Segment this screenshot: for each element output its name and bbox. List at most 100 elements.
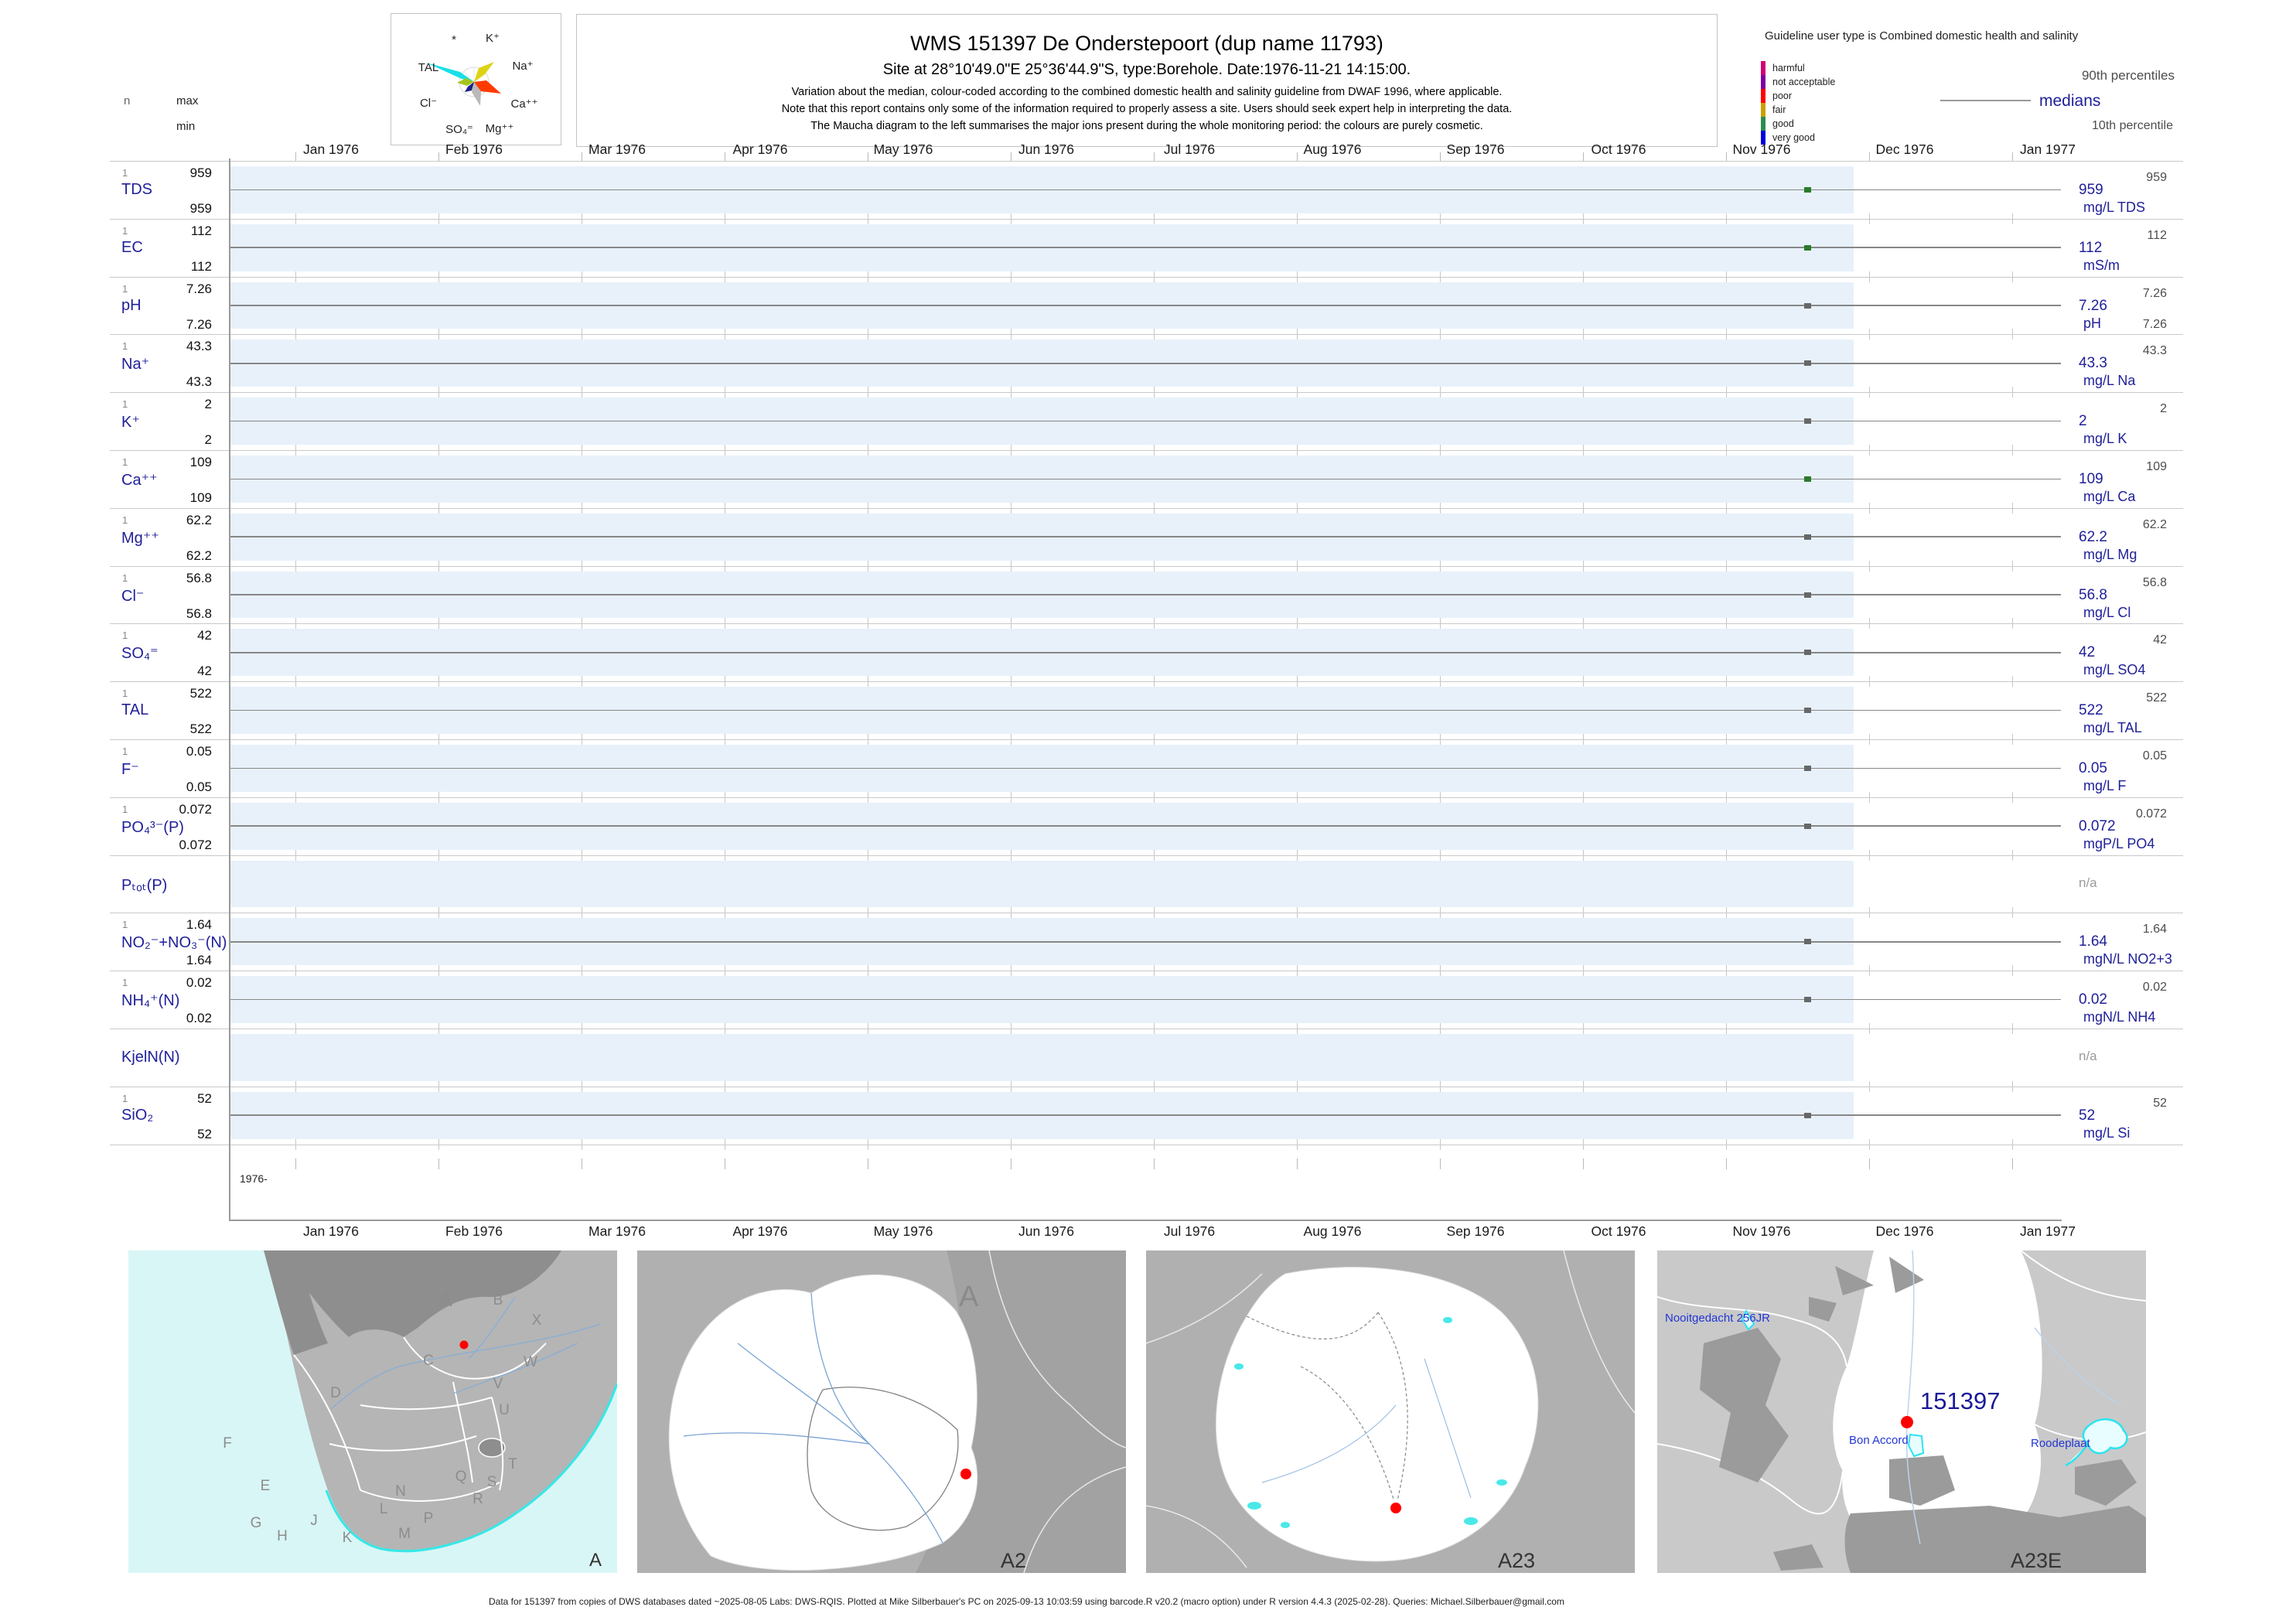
sample-marker-gray <box>1803 418 1811 425</box>
map1-region-letter-X: X <box>532 1312 542 1329</box>
sample-marker-gray <box>1803 360 1811 367</box>
median-line <box>230 363 2061 364</box>
maucha-label-mg: Mg⁺⁺ <box>486 122 514 135</box>
row-median-value: 112 <box>2079 239 2103 256</box>
row-n-count: 1 <box>122 803 128 815</box>
median-line <box>230 420 2061 422</box>
map1-region-letter-N: N <box>395 1483 406 1499</box>
month-label-bottom: Feb 1976 <box>445 1223 503 1239</box>
parameter-name: SO₄⁼ <box>121 645 159 663</box>
month-tick-top <box>1869 152 1870 161</box>
row-unit-label: mg/L TAL <box>2083 720 2142 736</box>
sample-marker-gray <box>1803 592 1811 598</box>
row-n-count: 1 <box>122 1092 128 1104</box>
median-line <box>230 652 2061 653</box>
map1-neighbour-countries <box>264 1250 561 1337</box>
month-tick-bottom <box>1869 1158 1870 1169</box>
parameter-name: TAL <box>121 701 149 719</box>
row-n-count: 1 <box>122 340 128 353</box>
month-label-bottom: Sep 1976 <box>1446 1223 1505 1239</box>
stats-header-n: n <box>124 94 131 107</box>
guideline-category-label: harmful <box>1772 63 1805 73</box>
sample-marker-green <box>1803 186 1811 193</box>
median-line <box>230 305 2061 306</box>
p90-label: 90th percentiles <box>2081 68 2175 83</box>
page-subtitle: Site at 28°10'49.0"E 25°36'44.9"S, type:… <box>882 61 1411 78</box>
row-median-value: 0.05 <box>2079 760 2107 776</box>
month-tick-top <box>1726 152 1727 161</box>
row-n-count: 1 <box>122 571 128 584</box>
row-n-count: 1 <box>122 629 128 642</box>
maucha-label-na: Na⁺ <box>512 60 533 73</box>
month-tick-bottom <box>438 1158 439 1169</box>
row-separator <box>110 161 2183 162</box>
row-p90-value: 522 <box>2146 691 2167 705</box>
row-separator <box>110 276 2183 278</box>
row-unit-label: mgN/L NH4 <box>2083 1009 2156 1025</box>
month-label-top: Jun 1976 <box>1018 142 1074 157</box>
row-median-value: 2 <box>2079 413 2087 430</box>
row-max-value: 56.8 <box>186 570 212 585</box>
guideline-category-label: good <box>1772 118 1794 129</box>
map1-region-borders <box>293 1336 547 1502</box>
row-max-value: 959 <box>189 165 212 180</box>
month-label-top: Aug 1976 <box>1303 142 1362 157</box>
row-p90-value: 1.64 <box>2142 923 2167 937</box>
parameter-name: NH₄⁺(N) <box>121 992 180 1010</box>
row-p90-value: 56.8 <box>2142 575 2167 589</box>
parameter-name: Na⁺ <box>121 356 150 374</box>
map4-place-nooitgedacht: Nooitgedacht 256JR <box>1665 1312 1770 1325</box>
row-median-value: 52 <box>2079 1107 2096 1124</box>
row-max-value: 43.3 <box>186 339 212 354</box>
month-label-top: Jul 1976 <box>1163 142 1216 157</box>
medians-line <box>1940 100 2031 101</box>
guideline-swatch-harmful <box>1761 61 1765 75</box>
map4-catchment <box>1833 1250 2042 1557</box>
plot-left-axis-line <box>229 159 230 1220</box>
row-p90-value: 109 <box>2146 460 2167 473</box>
map4-farm-borders <box>1657 1250 2146 1515</box>
map1-region-letter-U: U <box>499 1402 510 1418</box>
map3-site-dot <box>1390 1503 1401 1513</box>
row-min-value: 43.3 <box>186 374 212 390</box>
map2-corner-label: A2 <box>1001 1549 1026 1572</box>
map4-site-dot <box>1901 1416 1913 1428</box>
map1-region-letter-M: M <box>398 1526 411 1542</box>
row-separator <box>110 392 2183 394</box>
sample-marker-gray <box>1803 997 1811 1003</box>
row-n-count: 1 <box>122 745 128 757</box>
month-label-top: Feb 1976 <box>445 142 503 157</box>
parameter-name: Pₜₒₜ(P) <box>121 876 168 894</box>
row-min-value: 522 <box>189 722 212 737</box>
row-min-value: 0.072 <box>179 837 212 852</box>
month-label-top: Apr 1976 <box>732 142 788 157</box>
row-median-value: 42 <box>2079 644 2096 661</box>
row-max-value: 109 <box>189 455 212 469</box>
parameter-name: pH <box>121 296 142 314</box>
map4-dam-nooitgedacht <box>1741 1308 1755 1331</box>
month-tick-top <box>295 152 296 161</box>
row-separator <box>110 450 2183 451</box>
parameter-name: PO₄³⁻(P) <box>121 818 184 836</box>
title-box: WMS 151397 De Onderstepoort (dup name 11… <box>576 14 1718 147</box>
sample-marker-gray <box>1803 708 1811 714</box>
sample-marker-gray <box>1803 939 1811 945</box>
guideline-category-label: not acceptable <box>1772 77 1836 87</box>
guideline-category-label: very good <box>1772 132 1815 143</box>
row-separator <box>110 507 2183 509</box>
median-line <box>230 189 2061 191</box>
month-tick-top <box>1440 152 1441 161</box>
row-n-count: 1 <box>122 282 128 295</box>
month-label-bottom: Nov 1976 <box>1732 1223 1791 1239</box>
month-tick-bottom <box>2012 1158 2013 1169</box>
map1-region-letter-K: K <box>343 1530 353 1546</box>
map1-region-letter-L: L <box>380 1501 388 1517</box>
map4-dam-bon-accord <box>1907 1433 1925 1458</box>
medians-label: medians <box>2039 92 2101 110</box>
row-unit-label: mgN/L NO2+3 <box>2083 951 2172 967</box>
stats-header-min: min <box>176 120 196 133</box>
note-line-2: Note that this report contains only some… <box>781 103 1513 115</box>
map1-region-letter-C: C <box>423 1353 434 1369</box>
month-tick-top <box>2012 152 2013 161</box>
row-median-value: 7.26 <box>2079 297 2107 314</box>
